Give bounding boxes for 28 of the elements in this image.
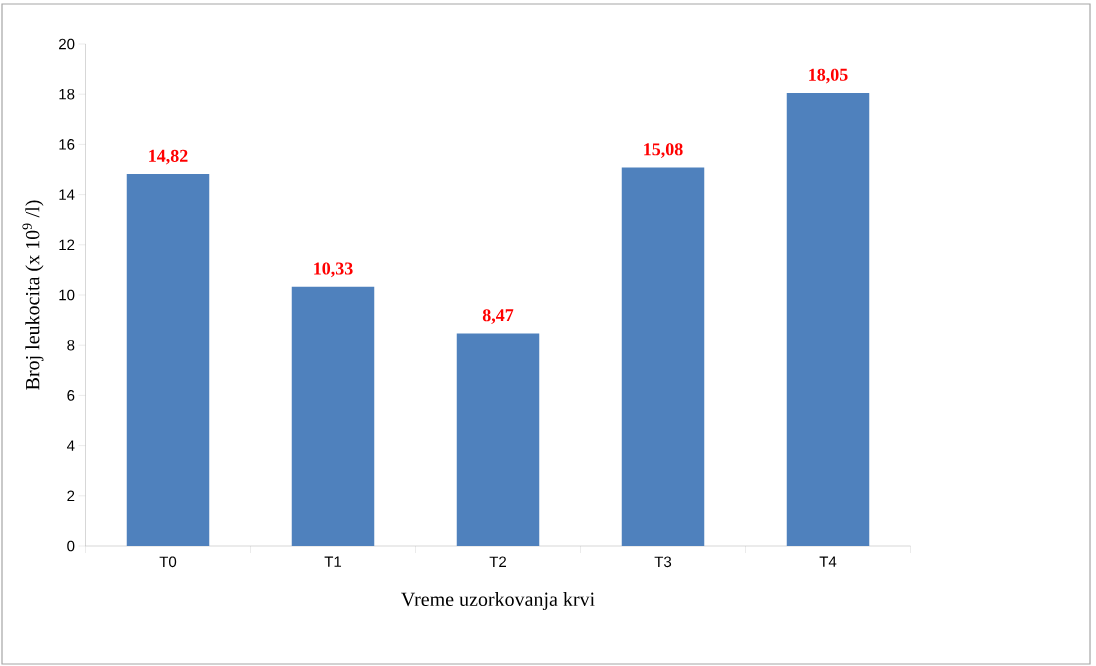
y-axis-title: Broj leukocita (x 10$^{9}$ /l) <box>22 200 44 390</box>
bar <box>786 92 870 546</box>
bar <box>456 333 540 546</box>
y-tick-label: 10 <box>59 289 75 301</box>
y-tick-label: 2 <box>67 490 75 502</box>
x-tick-label: T1 <box>324 556 342 567</box>
data-label: 14,82 <box>149 149 188 165</box>
y-tick-label: 16 <box>59 139 75 150</box>
y-tick-label: 6 <box>67 390 75 401</box>
y-tick-label: 20 <box>59 38 75 50</box>
y-tick-label: 0 <box>67 540 75 552</box>
x-tick-label: T3 <box>654 556 672 568</box>
data-label: 15,08 <box>644 143 683 158</box>
y-tick-label: 12 <box>59 239 75 251</box>
y-tick-label: 18 <box>59 88 75 100</box>
y-tick-label: 4 <box>66 440 75 451</box>
x-tick-label: T4 <box>819 556 837 567</box>
data-label: 8,47 <box>482 309 514 324</box>
y-tick-label: 14 <box>59 189 75 200</box>
bar <box>291 286 375 546</box>
x-tick-label: T2 <box>489 556 507 567</box>
data-label: 10,33 <box>314 262 353 278</box>
data-label: 18,05 <box>809 68 848 84</box>
bar <box>621 167 705 546</box>
y-tick-label: 8 <box>67 339 75 351</box>
x-tick-label: T0 <box>159 556 177 568</box>
x-axis-title: Vreme uzorkovanja krvi <box>401 591 595 611</box>
bar <box>126 174 210 546</box>
